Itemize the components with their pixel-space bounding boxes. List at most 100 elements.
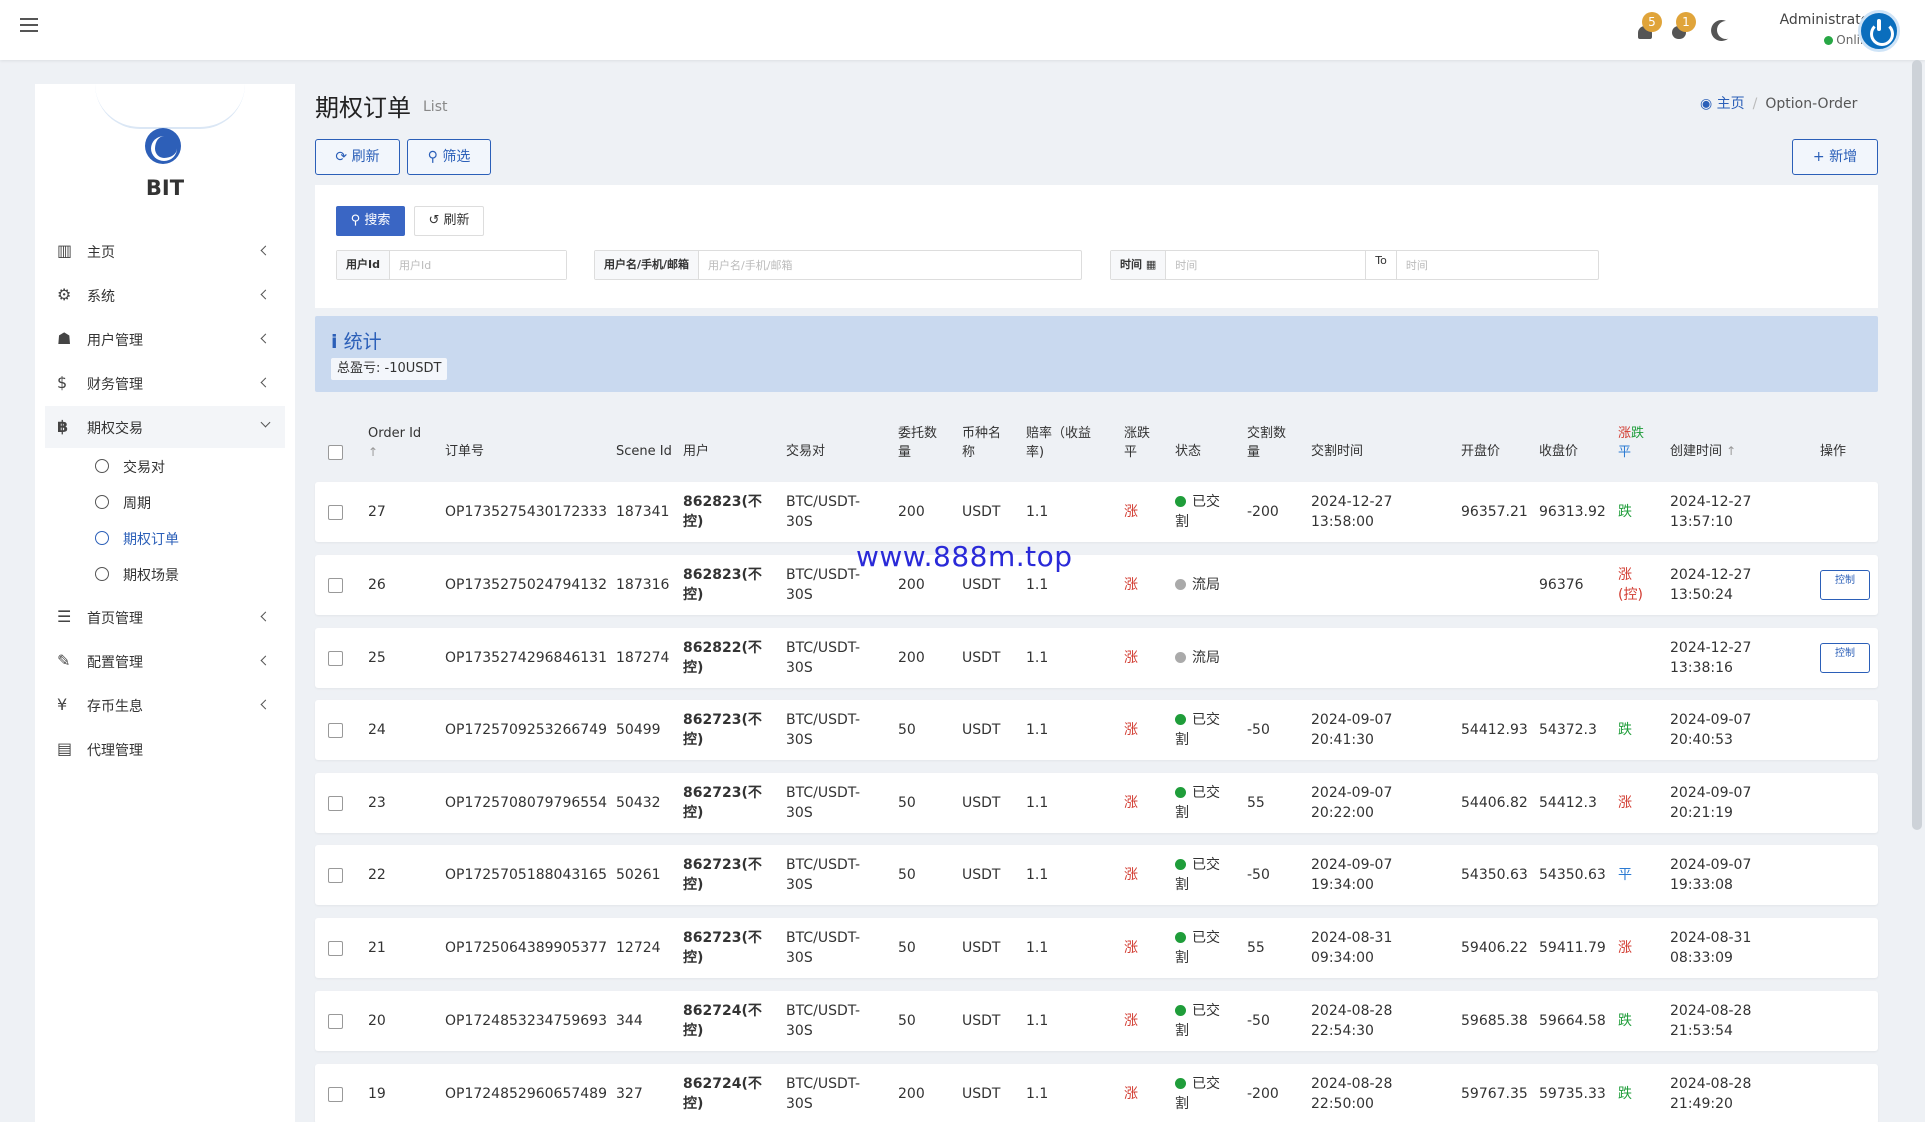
cell-status-label: 已交割 <box>1175 1003 1220 1039</box>
table-header: Order Id ↑ 订单号 Scene Id 用户 交易对 委托数量 币种名称 … <box>315 418 1878 468</box>
username-input[interactable] <box>699 251 1080 279</box>
row-checkbox[interactable] <box>328 723 343 738</box>
sidebar-item-home[interactable]: ▥ 主页 <box>45 230 285 272</box>
sidebar-item-label: 系统 <box>87 289 115 305</box>
sidebar-item-agents[interactable]: ▤ 代理管理 <box>45 728 285 770</box>
cell-settle-amount: -50 <box>1247 722 1270 738</box>
refresh-button[interactable]: ⟳ 刷新 <box>315 139 400 175</box>
select-all-checkbox[interactable] <box>328 445 343 460</box>
sidebar-item-homepage-mgmt[interactable]: ☰ 首页管理 <box>45 596 285 638</box>
userid-input[interactable] <box>389 251 566 279</box>
sidebar-item-config[interactable]: ✎ 配置管理 <box>45 640 285 682</box>
messages-button[interactable]: 1 <box>1670 12 1696 42</box>
sidebar-subitem-period[interactable]: 周期 <box>95 485 285 519</box>
cell-close-price: 59664.58 <box>1539 1013 1606 1029</box>
cell-status-label: 已交割 <box>1175 494 1220 530</box>
cell-user: 862723(不控) <box>683 785 762 821</box>
circle-icon <box>95 459 109 473</box>
sidebar-item-staking[interactable]: ¥ 存币生息 <box>45 684 285 726</box>
cell-direction: 涨 <box>1124 577 1138 593</box>
status-dot-icon <box>1175 496 1186 507</box>
sidebar-subitem-pairs[interactable]: 交易对 <box>95 449 285 483</box>
sidebar-subitem-option-orders[interactable]: 期权订单 <box>95 521 285 555</box>
row-checkbox[interactable] <box>328 796 343 811</box>
chevron-down-icon <box>260 417 271 428</box>
cell-status-label: 已交割 <box>1175 712 1220 748</box>
col-order-id[interactable]: Order Id ↑ <box>368 424 421 462</box>
cell-status: 已交割 <box>1175 1001 1231 1041</box>
userid-filter: 用户Id <box>336 250 567 280</box>
row-checkbox[interactable] <box>328 868 343 883</box>
control-button[interactable]: 控制 <box>1820 570 1870 600</box>
cell-coin: USDT <box>962 722 1001 738</box>
cell-direction: 涨 <box>1124 722 1138 738</box>
status-dot-icon <box>1175 579 1186 590</box>
cell-order-no: OP1735275430172333 <box>445 504 607 520</box>
cell-settle-amount: -200 <box>1247 1086 1279 1102</box>
row-checkbox[interactable] <box>328 1014 343 1029</box>
cell-user: 862723(不控) <box>683 857 762 893</box>
userid-label: 用户Id <box>337 251 390 279</box>
page-scrollbar[interactable] <box>1912 60 1922 830</box>
time-to-input[interactable] <box>1396 251 1587 279</box>
search-button[interactable]: ⚲ 搜索 <box>336 206 405 236</box>
chevron-left-icon <box>260 377 271 388</box>
col-result-up: 涨 <box>1618 426 1632 441</box>
sidebar-item-users[interactable]: ☗ 用户管理 <box>45 318 285 360</box>
row-checkbox[interactable] <box>328 578 343 593</box>
cell-order-no: OP1735275024794132 <box>445 577 607 593</box>
cell-pair: BTC/USDT-30S <box>786 712 861 748</box>
cell-rate: 1.1 <box>1026 577 1049 593</box>
cell-settle-amount: -200 <box>1247 504 1279 520</box>
cell-result: 跌 <box>1618 504 1632 520</box>
time-from-input[interactable] <box>1166 251 1367 279</box>
reset-button[interactable]: ↺ 刷新 <box>414 206 484 236</box>
logo-icon <box>145 128 181 164</box>
menu-toggle-icon[interactable] <box>20 18 38 34</box>
col-created[interactable]: 创建时间 ↑ <box>1670 442 1736 461</box>
cell-order-no: OP1724853234759693 <box>445 1013 607 1029</box>
cell-open-price: 59406.22 <box>1461 940 1528 956</box>
chart-icon: ▥ <box>57 241 73 260</box>
sidebar-subitem-option-scenes[interactable]: 期权场景 <box>95 557 285 591</box>
table-row: 26 OP1735275024794132 187316 862823(不控) BTC/… <box>315 555 1878 615</box>
row-checkbox[interactable] <box>328 941 343 956</box>
sidebar-item-label: 用户管理 <box>87 333 143 349</box>
filter-button[interactable]: ⚲ 筛选 <box>407 139 491 175</box>
add-button[interactable]: + 新增 <box>1792 139 1878 175</box>
sidebar-item-finance[interactable]: $ 财务管理 <box>45 362 285 404</box>
cell-order-id: 25 <box>368 650 386 666</box>
cell-result: 涨 <box>1618 940 1632 956</box>
refresh-button-label: 刷新 <box>351 149 380 165</box>
sidebar-item-option-trading[interactable]: ฿ 期权交易 <box>45 406 285 448</box>
col-result: 涨跌平 <box>1618 424 1648 462</box>
info-icon: i <box>331 331 338 353</box>
row-checkbox[interactable] <box>328 1087 343 1102</box>
notifications-button[interactable]: 5 <box>1636 12 1662 42</box>
cell-user: 862723(不控) <box>683 930 762 966</box>
dark-mode-icon[interactable] <box>1714 18 1737 41</box>
cell-user: 862822(不控) <box>683 640 762 676</box>
col-direction: 涨跌平 <box>1124 426 1151 460</box>
cell-created: 2024-09-07 20:40:53 <box>1670 712 1752 748</box>
breadcrumb-home[interactable]: ◉ 主页 <box>1700 96 1745 112</box>
col-rate: 赔率（收益率) <box>1026 426 1092 460</box>
cell-scene-id: 187341 <box>616 504 670 520</box>
sidebar-item-label: 首页管理 <box>87 611 143 627</box>
sidebar-item-system[interactable]: ⚙ 系统 <box>45 274 285 316</box>
cell-user: 862724(不控) <box>683 1003 762 1039</box>
cell-settle-amount: -50 <box>1247 1013 1270 1029</box>
cell-order-no: OP1725709253266749 <box>445 722 607 738</box>
row-checkbox[interactable] <box>328 505 343 520</box>
cell-direction: 涨 <box>1124 504 1138 520</box>
row-checkbox[interactable] <box>328 651 343 666</box>
watermark-text: www.888m.top <box>856 540 1073 573</box>
avatar[interactable] <box>1858 10 1900 52</box>
cell-result: 涨 <box>1618 795 1632 811</box>
sidebar-item-label: 主页 <box>87 245 115 261</box>
status-dot-icon <box>1175 1078 1186 1089</box>
cell-order-no: OP1735274296846131 <box>445 650 607 666</box>
control-button[interactable]: 控制 <box>1820 643 1870 673</box>
sidebar-item-label: 存币生息 <box>87 699 143 715</box>
cell-result: 平 <box>1618 867 1632 883</box>
